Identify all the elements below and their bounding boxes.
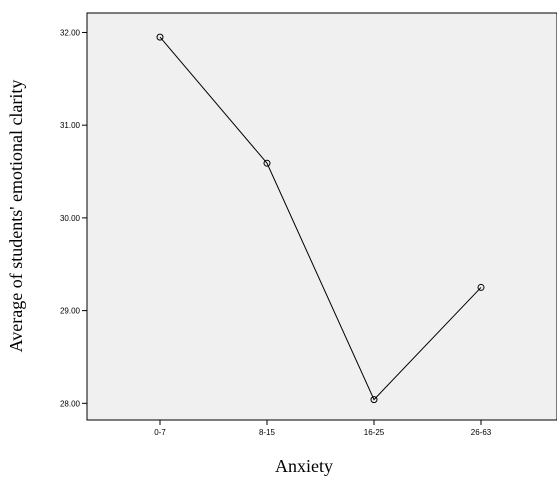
x-tick-label: 26-63 [471, 428, 492, 437]
x-axis: 0-7 8-15 16-25 26-63 [154, 420, 492, 437]
data-point [156, 33, 164, 41]
plot-area [86, 12, 557, 421]
data-point [477, 283, 485, 291]
y-tick-label: 28.00 [60, 399, 81, 408]
series-group [156, 33, 485, 404]
data-point [263, 159, 271, 167]
y-axis: 28.00 29.00 30.00 31.00 32.00 [60, 28, 87, 408]
y-axis-title: Average of students' emotional clarity [6, 80, 26, 353]
y-tick-label: 29.00 [60, 307, 81, 316]
y-tick-label: 32.00 [60, 28, 81, 37]
data-point [370, 396, 378, 404]
x-axis-title: Anxiety [275, 456, 333, 476]
y-tick-label: 31.00 [60, 121, 81, 130]
x-tick-label: 0-7 [154, 428, 166, 437]
x-tick-label: 8-15 [259, 428, 276, 437]
x-tick-label: 16-25 [364, 428, 385, 437]
y-tick-label: 30.00 [60, 214, 81, 223]
series-line [159, 36, 482, 401]
